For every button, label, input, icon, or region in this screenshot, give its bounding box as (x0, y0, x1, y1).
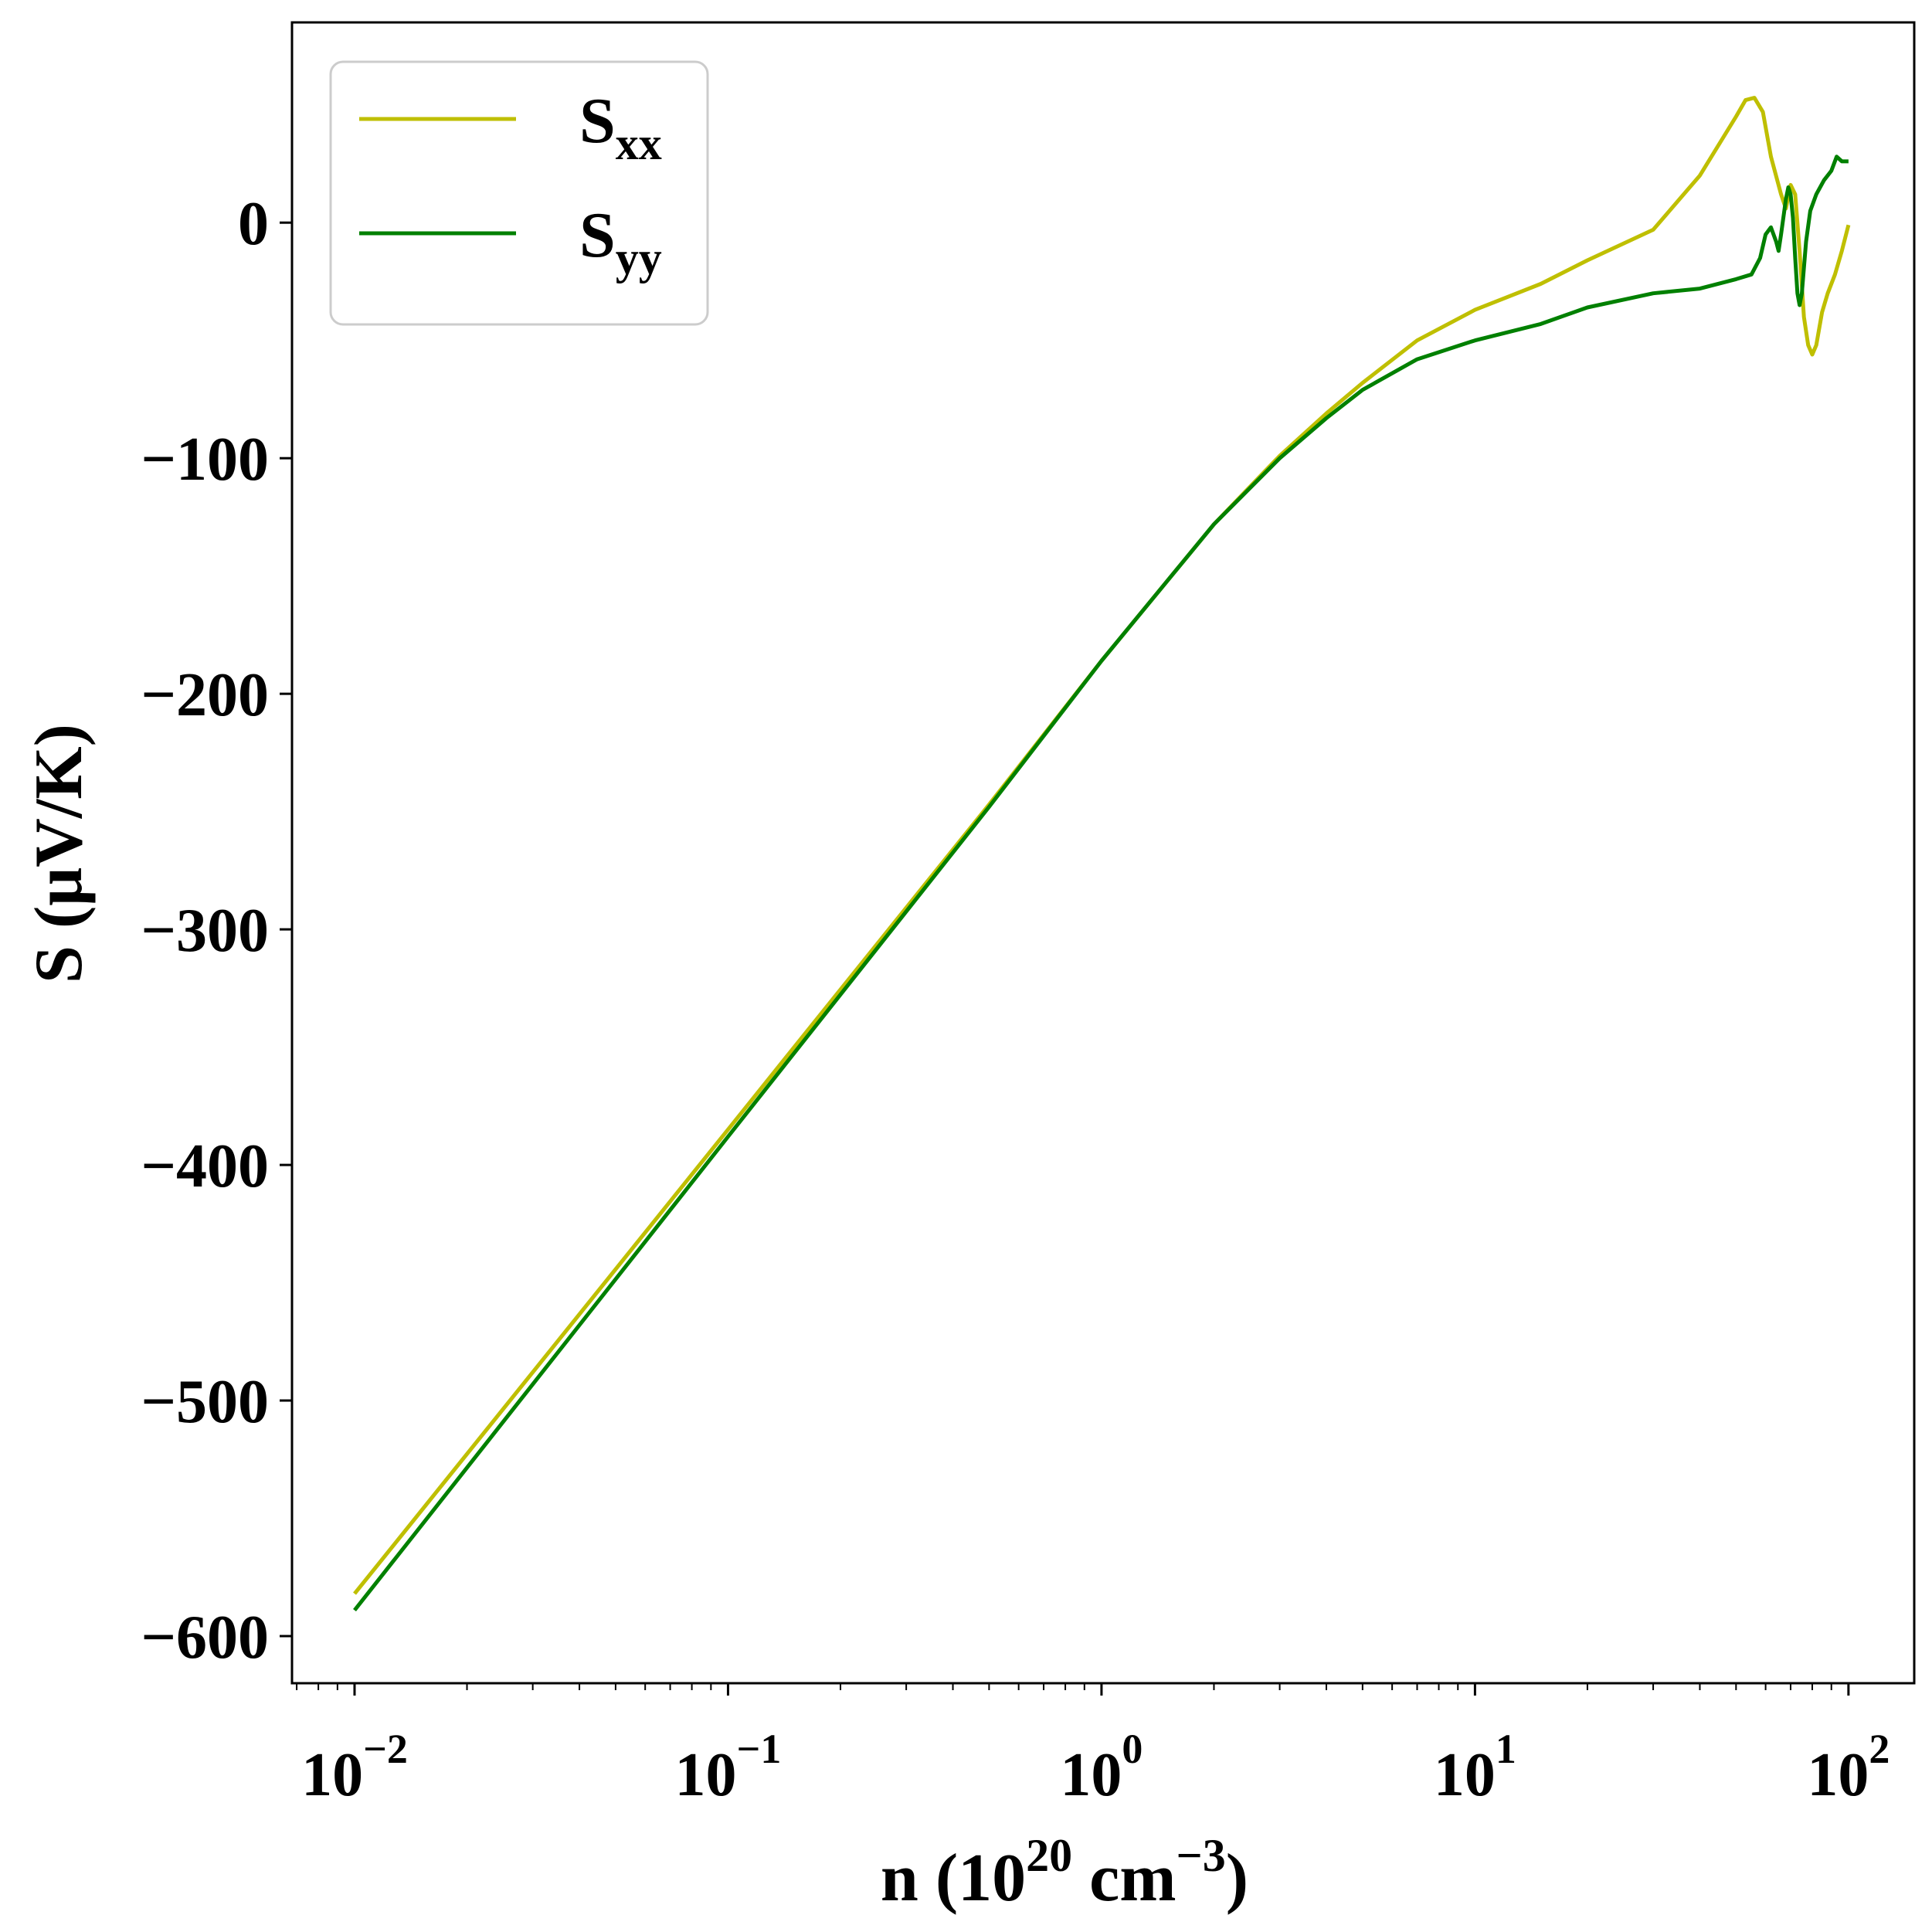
y-tick-label: −600 (141, 1604, 269, 1672)
legend-label-sxx: Sxx (579, 85, 662, 169)
y-tick-label: 0 (238, 190, 269, 258)
y-tick-label: −200 (141, 661, 269, 729)
x-tick-label: 10−1 (675, 1726, 782, 1809)
x-axis: 10−2 10−1 100 101 102 (296, 1683, 1890, 1809)
y-tick-label: −400 (141, 1132, 269, 1200)
y-tick-label: −300 (141, 897, 269, 965)
y-tick-label: −500 (141, 1368, 269, 1436)
legend-box (329, 60, 709, 326)
y-axis-label: S (μV/K) (22, 724, 97, 983)
y-axis: 0 −100 −200 −300 −400 −500 −600 (141, 190, 292, 1672)
x-tick-label: 101 (1434, 1726, 1516, 1809)
x-axis-label: n (1020 cm−3) (881, 1830, 1248, 1916)
y-tick-label: −100 (141, 426, 269, 494)
x-tick-label: 100 (1060, 1726, 1143, 1809)
series-line-syy (353, 154, 1849, 1612)
plot-frame (290, 21, 1916, 1685)
legend: Sxx Syy (329, 60, 709, 326)
x-tick-label: 102 (1807, 1726, 1890, 1809)
series-line-sxx (353, 96, 1851, 1595)
series-layer (353, 96, 1851, 1612)
legend-label-syy: Syy (579, 199, 662, 283)
x-tick-label: 10−2 (301, 1726, 408, 1809)
